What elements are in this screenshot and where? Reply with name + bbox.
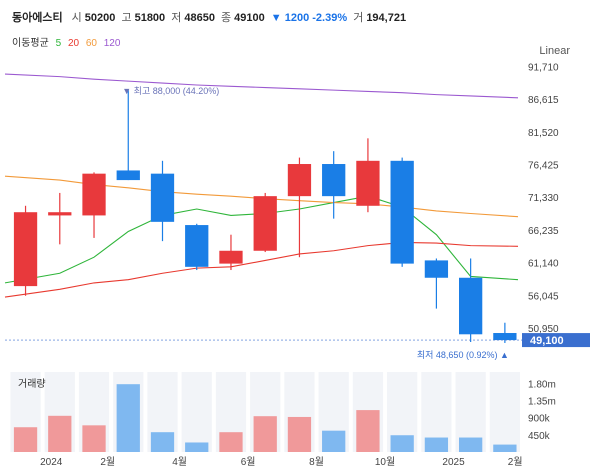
x-tick-label: 2월 — [100, 456, 115, 468]
price-summary: 동아에스티 시 50200 고 51800 저 48650 종 49100 ▼ 1200… — [12, 9, 409, 25]
volume-column-bg — [489, 372, 520, 452]
y-tick-label: 91,710 — [528, 62, 559, 73]
candle-body — [424, 260, 449, 278]
high-value: 51800 — [134, 12, 166, 24]
volume-bar — [356, 410, 380, 452]
y-tick-label: 86,615 — [528, 95, 559, 106]
candle-body — [219, 250, 243, 264]
volume-tick-label: 450k — [528, 431, 551, 442]
open-label: 시 — [71, 12, 82, 24]
low-label: 저 — [171, 12, 182, 24]
ma-5-label: 5 — [55, 38, 62, 49]
volume-bar — [13, 427, 38, 452]
candle-body — [13, 212, 38, 287]
change-value: ▼ 1200 -2.39% — [270, 12, 348, 24]
ma-legend-label: 이동평균 — [12, 38, 49, 49]
close-label: 종 — [221, 12, 232, 24]
volume-bar — [185, 442, 209, 452]
ma-20-line — [4, 241, 519, 298]
candle-body — [82, 173, 106, 216]
volume-bar — [48, 415, 72, 452]
y-tick-label: 81,520 — [528, 128, 559, 139]
volume-bar — [390, 435, 414, 452]
volume-bar — [322, 430, 346, 452]
candle-body — [322, 164, 346, 197]
x-tick-label: 8월 — [309, 456, 324, 468]
candle-body — [116, 170, 140, 181]
volume-bar — [219, 432, 243, 452]
volume-bar — [116, 384, 140, 452]
volume-bar — [253, 416, 277, 452]
y-tick-label: 66,235 — [528, 226, 559, 237]
x-tick-label: 2024 — [40, 457, 63, 468]
candle-body — [185, 225, 209, 267]
ma-60-label: 60 — [85, 38, 97, 49]
chart-header: 동아에스티 시 50200 고 51800 저 48650 종 49100 ▼ 1200… — [0, 0, 600, 30]
volume-bar — [150, 432, 175, 452]
x-tick-label: 2025 — [442, 457, 465, 468]
y-tick-label: 71,330 — [528, 193, 559, 204]
candle-body — [356, 160, 380, 206]
y-tick-label: 50,950 — [528, 324, 559, 335]
x-tick-label: 2월 — [508, 456, 523, 468]
scale-mode-button[interactable]: Linear — [539, 45, 570, 57]
candle-body — [493, 333, 517, 341]
close-value: 49100 — [234, 12, 265, 24]
volume-bar — [493, 444, 517, 452]
y-tick-label: 76,425 — [528, 161, 559, 172]
volume-bar — [424, 437, 449, 452]
volume-panel-label: 거래량 — [18, 378, 46, 390]
volume-tick-label: 1.35m — [528, 397, 556, 408]
low-annotation: 최저 48,650 (0.92%) ▲ — [417, 350, 509, 360]
ma-legend[interactable]: 이동평균 5 20 60 120 — [12, 34, 124, 49]
candle-body — [287, 164, 312, 197]
volume-tick-label: 1.80m — [528, 379, 556, 390]
volume-tick-label: 900k — [528, 414, 551, 425]
y-tick-label: 61,140 — [528, 259, 559, 270]
volume-bar — [82, 425, 106, 452]
current-price-label: 49,100 — [530, 335, 564, 347]
open-value: 50200 — [84, 12, 116, 24]
high-annotation: ▼ 최고 88,000 (44.20%) — [122, 86, 219, 96]
y-tick-label: 56,045 — [528, 291, 559, 302]
candle-body — [390, 160, 414, 264]
x-tick-label: 10월 — [375, 456, 395, 468]
low-value: 48650 — [184, 12, 215, 24]
ma-120-label: 120 — [103, 38, 121, 49]
volume-bar — [287, 416, 312, 452]
volume-label: 거 — [353, 12, 364, 24]
candle-body — [48, 212, 72, 216]
ma-20-label: 20 — [67, 38, 80, 49]
volume-column-bg — [181, 372, 212, 452]
candle-body — [459, 277, 483, 335]
high-label: 고 — [121, 12, 132, 24]
stock-name: 동아에스티 — [12, 12, 63, 24]
x-tick-label: 4월 — [172, 456, 187, 468]
candle-body — [150, 173, 175, 222]
volume-bar — [459, 437, 483, 452]
ma-120-line — [4, 73, 519, 99]
candle-body — [253, 196, 277, 251]
volume-value: 194,721 — [366, 12, 407, 24]
current-price-tag — [522, 333, 590, 348]
x-tick-label: 6월 — [241, 456, 256, 468]
